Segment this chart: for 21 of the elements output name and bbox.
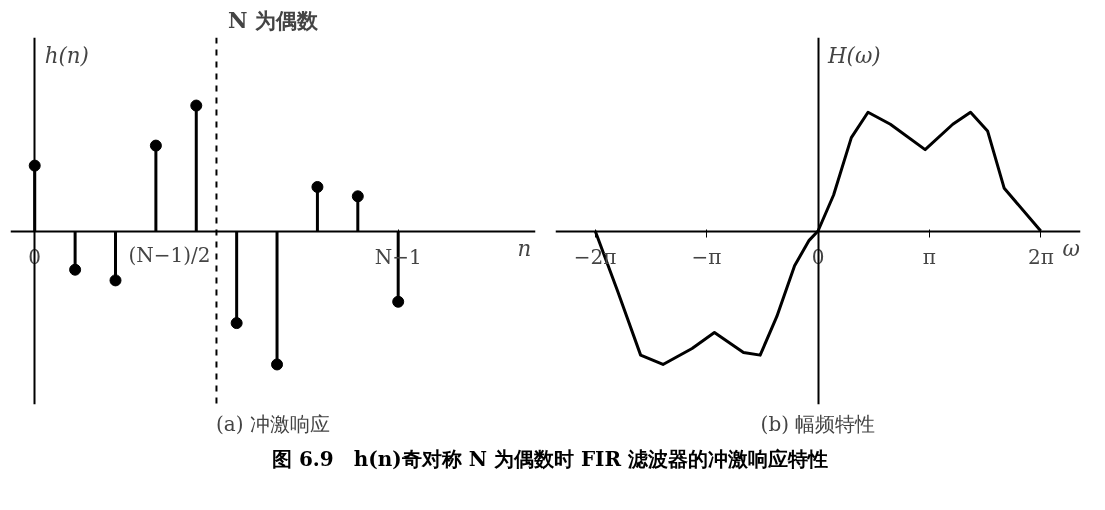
caption: 图 6.9 h(n)奇对称 N 为偶数时 FIR 滤波器的冲激响应特性 <box>271 446 829 473</box>
x-tick-label: π <box>922 245 937 270</box>
chart-title: N 为偶数 <box>228 7 319 33</box>
point <box>271 358 284 371</box>
point <box>351 190 364 203</box>
point <box>190 99 203 112</box>
point <box>109 274 122 287</box>
point <box>230 317 243 330</box>
x-tick-label: 2π <box>1027 245 1054 270</box>
point <box>69 263 82 276</box>
point <box>311 180 324 193</box>
y-axis-title: h(n) <box>44 42 89 68</box>
point <box>149 139 162 152</box>
text: (b) 幅频特性 <box>760 411 876 436</box>
x-tick-label: −π <box>691 245 722 270</box>
annotation: (N−1)/2 <box>128 243 211 268</box>
x-axis-title: ω <box>1062 236 1080 262</box>
text: (a) 冲激响应 <box>216 411 330 436</box>
point <box>392 295 405 308</box>
y-axis-title: H(ω) <box>827 42 881 68</box>
x-axis-title: n <box>517 236 532 262</box>
